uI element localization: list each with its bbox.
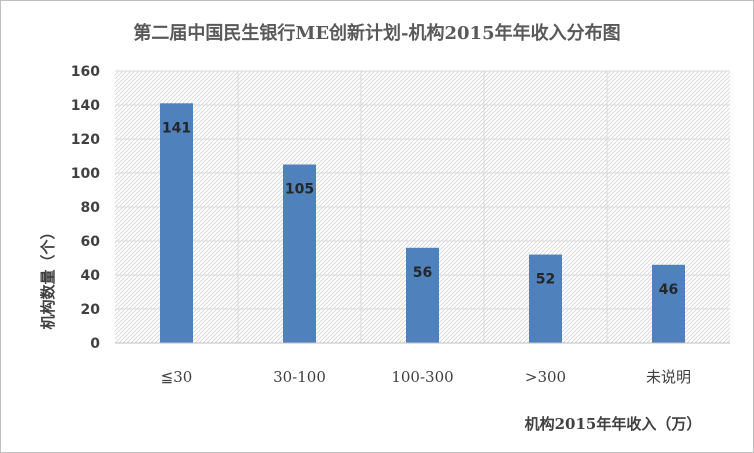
data-label: 141 [162,120,191,136]
y-tick-label: 120 [71,132,100,148]
x-category-label: 未说明 [646,368,691,386]
data-label: 56 [413,265,432,281]
y-axis-title: 机构数量（个） [39,224,57,329]
bar [160,103,193,343]
y-tick-label: 160 [71,64,100,80]
y-tick-label: 80 [81,200,101,216]
x-category-label: >300 [525,368,566,386]
x-category-label: ≦30 [161,368,193,386]
x-axis-title: 机构2015年年收入（万） [525,415,702,433]
y-axis-ticks: 0 20 40 60 80 100 120 140 160 [71,64,100,352]
x-category-label: 100-300 [391,368,453,386]
data-label: 105 [285,182,314,198]
bar [529,254,562,343]
data-labels: 141 105 56 52 46 [162,120,678,297]
data-label: 46 [659,282,678,298]
y-tick-label: 140 [71,98,100,114]
y-tick-label: 0 [90,336,100,352]
x-category-label: 30-100 [273,368,326,386]
bar [406,247,439,343]
y-tick-label: 20 [81,302,101,318]
data-label: 52 [536,272,555,288]
bar [652,264,685,343]
bar [283,164,316,343]
x-axis-categories: ≦30 30-100 100-300 >300 未说明 [161,368,691,386]
bars [160,103,685,343]
y-tick-label: 100 [71,166,100,182]
y-tick-label: 40 [81,268,101,284]
chart-title: 第二届中国民生银行ME创新计划-机构2015年年收入分布图 [133,23,621,44]
y-tick-label: 60 [81,234,101,250]
